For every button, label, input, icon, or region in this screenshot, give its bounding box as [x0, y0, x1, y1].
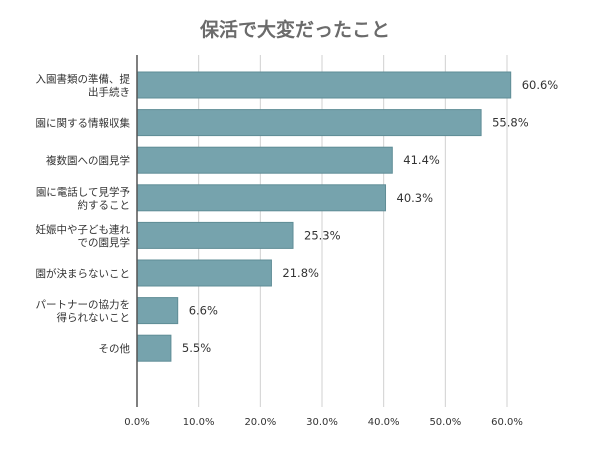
- category-label: 園に電話して見学予約すること: [36, 185, 130, 211]
- category-label: 園に関する情報収集: [36, 117, 131, 130]
- chart-title: 保活で大変だったこと: [199, 18, 390, 41]
- bar: [136, 146, 393, 174]
- bar: [136, 334, 172, 362]
- data-label: 5.5%: [182, 341, 211, 355]
- x-tick-label: 20.0%: [244, 417, 276, 428]
- category-label: 妊娠中や子ども連れでの園見学: [36, 223, 131, 249]
- bar: [136, 221, 294, 249]
- bar: [136, 71, 512, 99]
- bar: [136, 184, 387, 212]
- x-tick-label: 60.0%: [491, 417, 523, 428]
- category-label: 園が決まらないこと: [36, 267, 131, 280]
- bar: [136, 109, 482, 137]
- x-tick-label: 10.0%: [183, 417, 215, 428]
- bar: [136, 259, 272, 287]
- data-label: 21.8%: [282, 266, 319, 280]
- x-tick-label: 40.0%: [368, 417, 400, 428]
- category-label: その他: [99, 342, 131, 355]
- data-label: 55.8%: [492, 116, 529, 130]
- x-tick-label: 30.0%: [306, 417, 338, 428]
- category-label: パートナーの協力を得られないこと: [36, 298, 131, 324]
- data-label: 25.3%: [304, 228, 341, 242]
- category-label: 複数園への園見学: [46, 154, 130, 167]
- data-label: 41.4%: [403, 153, 440, 167]
- x-tick-label: 50.0%: [429, 417, 461, 428]
- data-label: 6.6%: [189, 304, 218, 318]
- data-label: 40.3%: [397, 191, 434, 205]
- category-label: 入園書類の準備、提出手続き: [36, 73, 131, 99]
- x-tick-label: 0.0%: [124, 417, 149, 428]
- data-label: 60.6%: [522, 78, 559, 92]
- bar: [136, 297, 179, 325]
